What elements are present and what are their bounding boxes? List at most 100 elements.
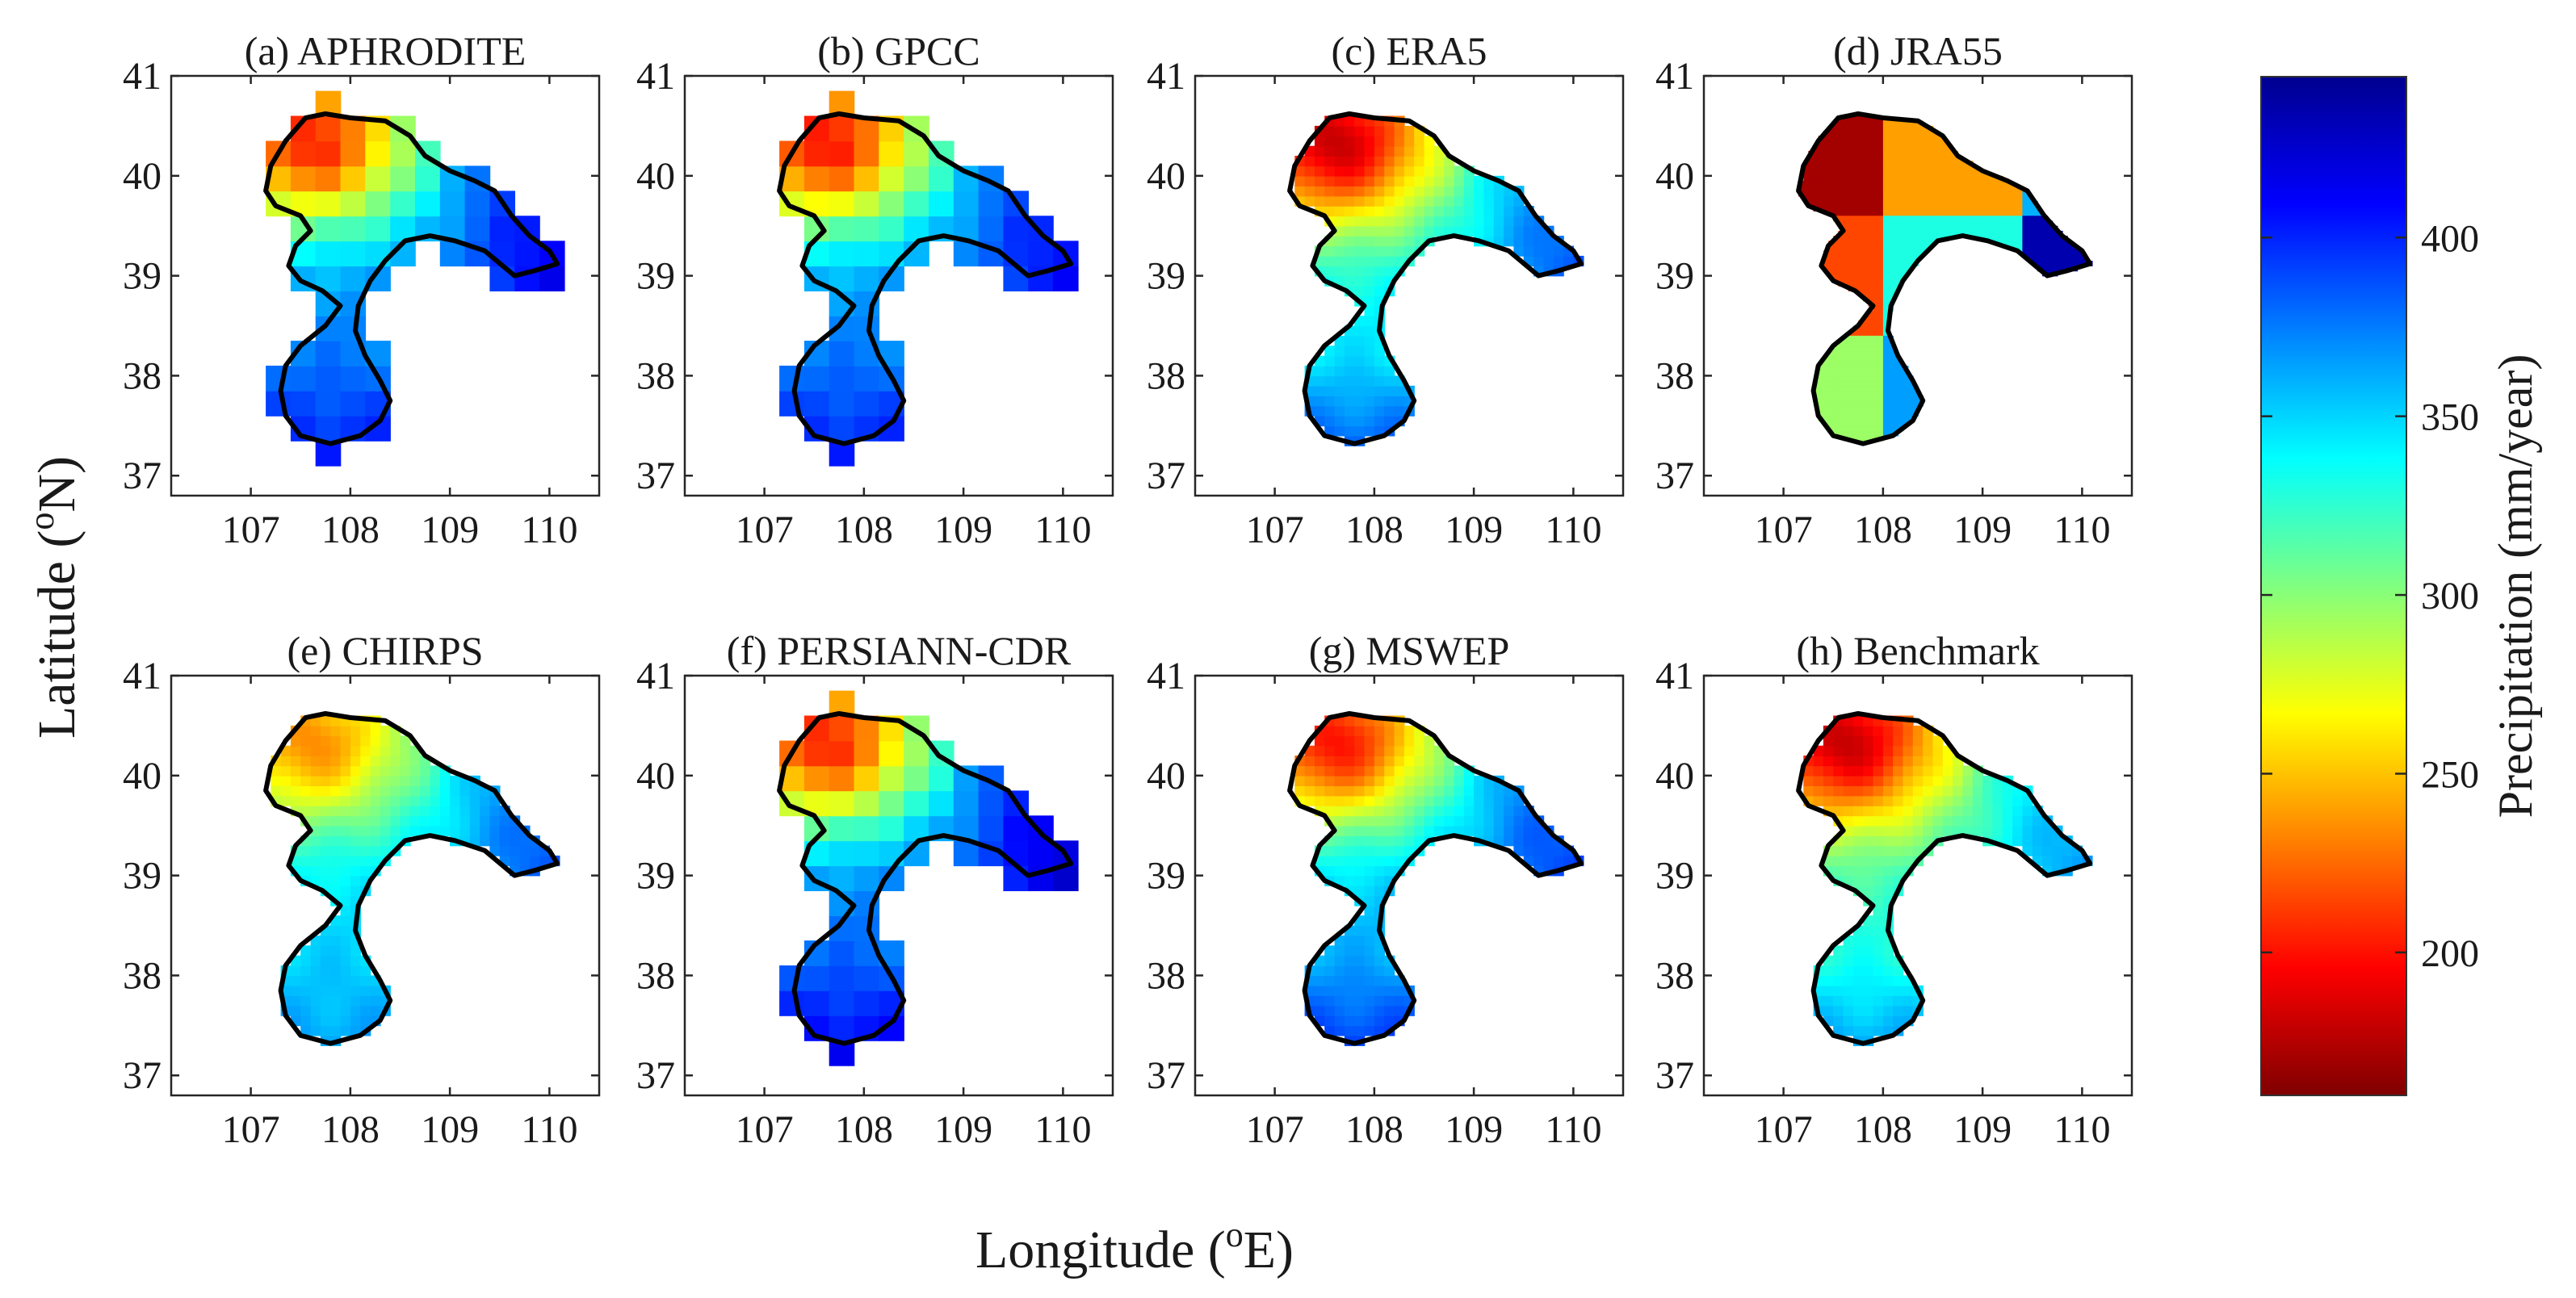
heatmap-cell <box>2022 236 2028 242</box>
heatmap-cell <box>340 865 351 877</box>
heatmap-cell <box>1394 765 1405 777</box>
heatmap-cell <box>879 765 904 792</box>
heatmap-cell <box>1868 366 1874 371</box>
heatmap-cell <box>1823 795 1834 806</box>
heatmap-cell <box>1354 815 1366 827</box>
heatmap-cell <box>1424 216 1435 227</box>
heatmap-cell <box>1907 206 1914 211</box>
heatmap-cell <box>1882 416 1889 421</box>
heatmap-cell <box>1414 206 1425 217</box>
heatmap-cell <box>1848 136 1854 142</box>
heatmap-cell <box>1903 815 1914 827</box>
heatmap-cell <box>320 975 331 986</box>
heatmap-cell <box>1858 355 1864 362</box>
heatmap-cell <box>1903 175 1909 182</box>
heatmap-cell <box>1923 795 1934 806</box>
heatmap-cell <box>1992 225 1999 232</box>
heatmap-cell <box>499 825 510 836</box>
heatmap-cell <box>1923 220 1929 227</box>
heatmap-cell <box>1003 815 1029 842</box>
heatmap-cell <box>1893 261 1899 266</box>
heatmap-cell <box>280 785 292 797</box>
heatmap-cell <box>350 765 361 777</box>
heatmap-cell <box>1852 430 1859 437</box>
heatmap-cell <box>1932 145 1939 152</box>
heatmap-cell <box>1424 785 1435 797</box>
heatmap-cell <box>1823 765 1834 777</box>
heatmap-cell <box>1873 375 1879 382</box>
heatmap-cell <box>1823 186 1829 192</box>
heatmap-cell <box>1294 775 1306 786</box>
heatmap-cell <box>330 955 342 966</box>
heatmap-cell <box>1354 995 1366 1007</box>
heatmap-cell <box>1893 725 1904 737</box>
heatmap-cell <box>1838 131 1844 137</box>
axes-frame <box>1702 674 2133 1097</box>
heatmap-cell <box>1463 806 1475 817</box>
heatmap-cell <box>1863 985 1874 996</box>
heatmap-cell <box>1898 380 1904 387</box>
heatmap-cell <box>1898 275 1904 282</box>
heatmap-cell <box>1972 775 1983 786</box>
heatmap-cell <box>1374 286 1385 297</box>
heatmap-cell <box>829 840 855 867</box>
heatmap-cell <box>1882 300 1889 307</box>
heatmap-cell <box>1893 985 1904 996</box>
heatmap-cell <box>1354 206 1366 217</box>
heatmap-cell <box>1454 775 1465 786</box>
heatmap-cell <box>390 835 401 847</box>
heatmap-cell <box>1873 795 1884 806</box>
y-tick-label: 37 <box>1147 454 1185 497</box>
heatmap-cell <box>1354 345 1366 357</box>
heatmap-cell <box>1918 250 1924 257</box>
heatmap-cell <box>2027 245 2033 252</box>
x-tick-label: 110 <box>2054 509 2110 551</box>
heatmap-cell <box>1907 241 1914 247</box>
heatmap-cell <box>1384 125 1395 137</box>
heatmap-cell <box>489 835 501 847</box>
heatmap-cell <box>390 775 401 786</box>
heatmap-cell <box>1937 150 1944 157</box>
heatmap-cell <box>1852 735 1864 747</box>
heatmap-cell <box>1893 425 1899 432</box>
heatmap-cell <box>1982 815 1994 827</box>
heatmap-cell <box>1828 255 1835 262</box>
heatmap-cell <box>1893 421 1899 427</box>
heatmap-cell <box>1028 840 1054 867</box>
heatmap-cell <box>1818 150 1824 157</box>
heatmap-cell <box>1873 325 1879 332</box>
heatmap-cell <box>380 745 391 756</box>
heatmap-cell <box>1848 416 1854 421</box>
heatmap-cell <box>2062 845 2073 856</box>
heatmap-cell <box>1978 186 1983 192</box>
heatmap-cell <box>1882 305 1889 312</box>
heatmap-cell <box>360 995 371 1007</box>
heatmap-cell <box>1953 206 1959 211</box>
heatmap-cell <box>1953 195 1959 202</box>
heatmap-cell <box>1863 161 1869 167</box>
x-tick-label: 108 <box>1345 1108 1403 1151</box>
heatmap-cell <box>2037 216 2043 222</box>
heatmap-cell <box>854 191 880 217</box>
heatmap-cell <box>1394 855 1405 867</box>
heatmap-cell <box>1882 875 1894 886</box>
heatmap-cell <box>1863 291 1869 297</box>
heatmap-cell <box>1852 245 1859 252</box>
heatmap-cell <box>1937 211 1944 217</box>
heatmap-cell <box>1923 145 1929 152</box>
heatmap-cell <box>1903 131 1909 137</box>
heatmap-cell <box>1863 756 1874 767</box>
heatmap-cell <box>1953 200 1959 207</box>
heatmap-cell <box>1493 186 1504 197</box>
heatmap-cell <box>1877 286 1884 291</box>
heatmap-cell <box>2022 191 2028 197</box>
heatmap-cell <box>1344 765 1355 777</box>
heatmap-cell <box>1873 895 1884 907</box>
heatmap-cell <box>1888 400 1894 407</box>
heatmap-cell <box>1838 216 1844 222</box>
heatmap-cell <box>1513 216 1525 227</box>
heatmap-cell <box>1838 385 1844 391</box>
heatmap-cell <box>1992 186 1999 192</box>
